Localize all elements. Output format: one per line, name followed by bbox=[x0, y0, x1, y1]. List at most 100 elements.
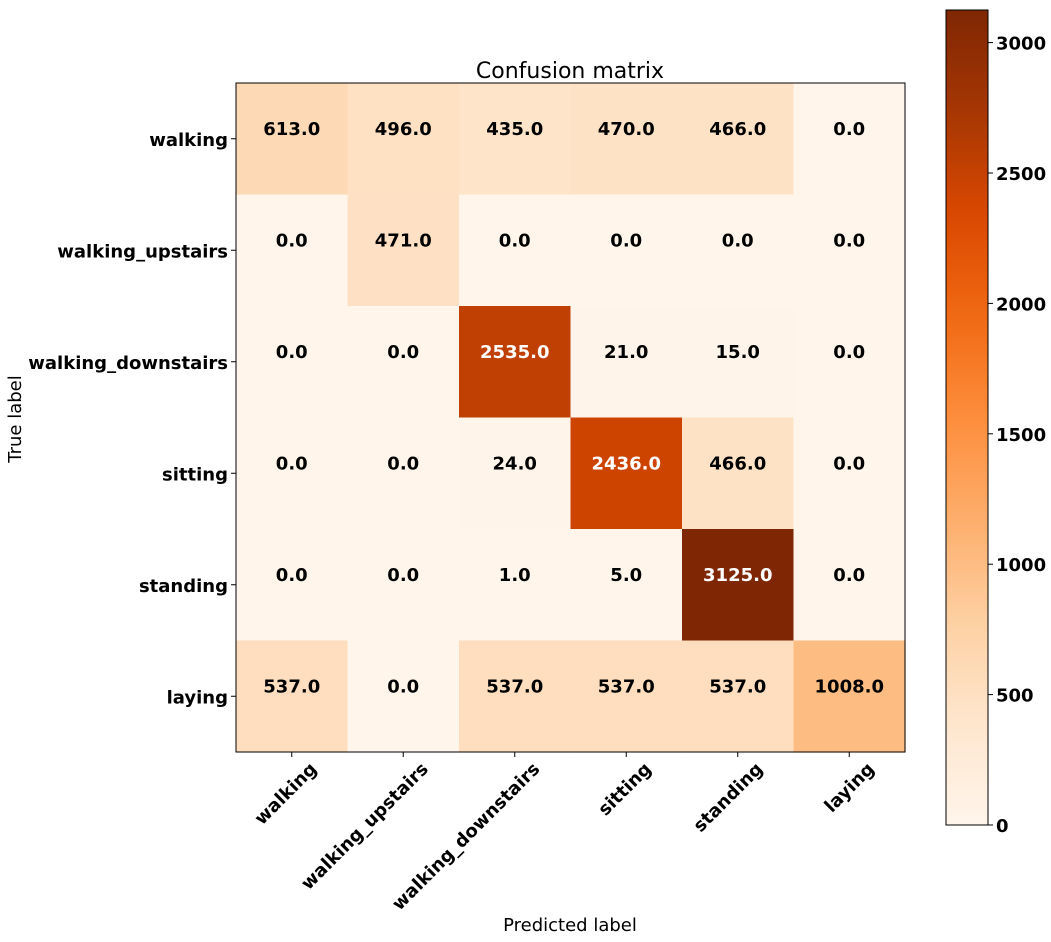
cell-value-label: 0.0 bbox=[833, 342, 865, 363]
cell-value-label: 0.0 bbox=[387, 453, 419, 474]
cell-value-label: 0.0 bbox=[387, 676, 419, 697]
colorbar-tick-label: 2500 bbox=[996, 164, 1046, 185]
cell-value-label: 466.0 bbox=[709, 453, 766, 474]
cell-value-label: 1.0 bbox=[499, 565, 531, 586]
heatmap-cells bbox=[236, 83, 906, 753]
cell-value-label: 0.0 bbox=[387, 565, 419, 586]
y-tick-label: sitting bbox=[162, 464, 228, 485]
cell-value-label: 5.0 bbox=[610, 565, 642, 586]
cell-value-label: 537.0 bbox=[709, 676, 766, 697]
cell-value-label: 15.0 bbox=[716, 342, 760, 363]
cell-value-label: 0.0 bbox=[833, 565, 865, 586]
y-axis-ticks: walking walking_upstairs walking_downstair… bbox=[28, 130, 236, 708]
colorbar-tick-label: 1000 bbox=[996, 555, 1046, 576]
y-tick-label: walking bbox=[149, 130, 228, 151]
chart-title: Confusion matrix bbox=[476, 59, 664, 84]
plot-frame bbox=[235, 82, 906, 753]
cell-value-label: 613.0 bbox=[263, 119, 320, 140]
heatmap-cell bbox=[236, 306, 349, 419]
heatmap-cell bbox=[682, 194, 795, 307]
x-axis-label: Predicted label bbox=[503, 915, 637, 936]
heatmap-cell bbox=[347, 640, 460, 753]
y-axis-label: True label bbox=[5, 375, 26, 464]
cell-value-label: 0.0 bbox=[833, 453, 865, 474]
cell-value-label: 2535.0 bbox=[480, 342, 549, 363]
x-tick-label: standing bbox=[689, 759, 767, 837]
cell-value-label: 3125.0 bbox=[703, 565, 772, 586]
x-tick-label: laying bbox=[821, 759, 879, 817]
heatmap-cell bbox=[570, 83, 683, 196]
heatmap-cell bbox=[236, 194, 349, 307]
colorbar-gradient bbox=[946, 10, 988, 825]
heatmap-cell bbox=[793, 640, 906, 753]
heatmap-cell bbox=[682, 83, 795, 196]
heatmap-cell bbox=[459, 640, 572, 753]
heatmap-cell bbox=[347, 83, 460, 196]
cell-value-label: 537.0 bbox=[598, 676, 655, 697]
heatmap-cell bbox=[570, 640, 683, 753]
y-tick-label: walking_upstairs bbox=[57, 241, 228, 262]
heatmap-cell bbox=[459, 83, 572, 196]
cell-value-label: 0.0 bbox=[276, 342, 308, 363]
cell-value-label: 0.0 bbox=[833, 119, 865, 140]
colorbar-tick-label: 0 bbox=[996, 816, 1009, 837]
x-tick-label: sitting bbox=[594, 759, 655, 820]
cell-value-label: 24.0 bbox=[493, 453, 537, 474]
heatmap-cell bbox=[347, 306, 460, 419]
heatmap-cell bbox=[793, 417, 906, 530]
cell-value-label: 471.0 bbox=[375, 230, 432, 251]
cell-value-label: 0.0 bbox=[387, 342, 419, 363]
heatmap-cell bbox=[682, 529, 795, 642]
cell-value-label: 470.0 bbox=[598, 119, 655, 140]
heatmap-cell bbox=[236, 529, 349, 642]
heatmap-cell-values: 613.0 496.0 435.0 470.0 466.0 0.0 0.0 471.0 0.0 0… bbox=[263, 119, 884, 698]
heatmap-cell bbox=[570, 417, 683, 530]
colorbar-frame bbox=[945, 9, 989, 826]
colorbar-tick-label: 3000 bbox=[996, 34, 1046, 55]
cell-value-label: 2436.0 bbox=[592, 453, 661, 474]
colorbar: 0 500 1000 1500 2000 2500 3000 bbox=[945, 9, 1046, 837]
heatmap-cell bbox=[459, 306, 572, 419]
heatmap-cell bbox=[570, 194, 683, 307]
heatmap-cell bbox=[793, 529, 906, 642]
cell-value-label: 537.0 bbox=[263, 676, 320, 697]
y-tick-label: standing bbox=[139, 576, 228, 597]
cell-value-label: 0.0 bbox=[833, 230, 865, 251]
heatmap-cell bbox=[347, 529, 460, 642]
cell-value-label: 21.0 bbox=[604, 342, 648, 363]
colorbar-tick-label: 500 bbox=[996, 686, 1034, 707]
heatmap-cell bbox=[793, 83, 906, 196]
cell-value-label: 435.0 bbox=[486, 119, 543, 140]
cell-value-label: 0.0 bbox=[610, 230, 642, 251]
cell-value-label: 496.0 bbox=[375, 119, 432, 140]
cell-value-label: 0.0 bbox=[276, 565, 308, 586]
heatmap-cell bbox=[236, 417, 349, 530]
colorbar-tick-label: 1500 bbox=[996, 425, 1046, 446]
cell-value-label: 0.0 bbox=[722, 230, 754, 251]
y-tick-label: walking_downstairs bbox=[28, 353, 228, 374]
cell-value-label: 0.0 bbox=[499, 230, 531, 251]
heatmap-cell bbox=[459, 529, 572, 642]
cell-value-label: 0.0 bbox=[276, 230, 308, 251]
x-tick-label: walking_upstairs bbox=[297, 759, 433, 895]
cell-value-label: 466.0 bbox=[709, 119, 766, 140]
heatmap-cell bbox=[570, 529, 683, 642]
heatmap-cell bbox=[793, 306, 906, 419]
heatmap-cell bbox=[682, 640, 795, 753]
heatmap-cell bbox=[570, 306, 683, 419]
colorbar-ticks: 0 500 1000 1500 2000 2500 3000 bbox=[988, 34, 1046, 837]
heatmap-cell bbox=[347, 417, 460, 530]
heatmap-cell bbox=[236, 640, 349, 753]
cell-value-label: 1008.0 bbox=[815, 676, 884, 697]
cell-value-label: 0.0 bbox=[276, 453, 308, 474]
heatmap-cell bbox=[236, 83, 349, 196]
heatmap-cell bbox=[793, 194, 906, 307]
x-tick-label: walking bbox=[251, 759, 322, 830]
heatmap-cell bbox=[459, 417, 572, 530]
x-axis-ticks: walkingwalking_upstairswalking_downstair… bbox=[251, 752, 879, 915]
y-tick-label: laying bbox=[167, 687, 228, 708]
heatmap-cell bbox=[459, 194, 572, 307]
heatmap-cell bbox=[347, 194, 460, 307]
colorbar-tick-label: 2000 bbox=[996, 294, 1046, 315]
